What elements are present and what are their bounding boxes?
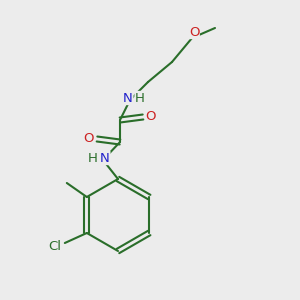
- Text: N: N: [100, 152, 110, 164]
- Text: O: O: [189, 26, 199, 38]
- Text: H: H: [135, 92, 145, 104]
- Text: O: O: [146, 110, 156, 122]
- Text: O: O: [84, 131, 94, 145]
- Text: Cl: Cl: [48, 241, 61, 254]
- Text: N: N: [123, 92, 133, 104]
- Text: H: H: [88, 152, 98, 164]
